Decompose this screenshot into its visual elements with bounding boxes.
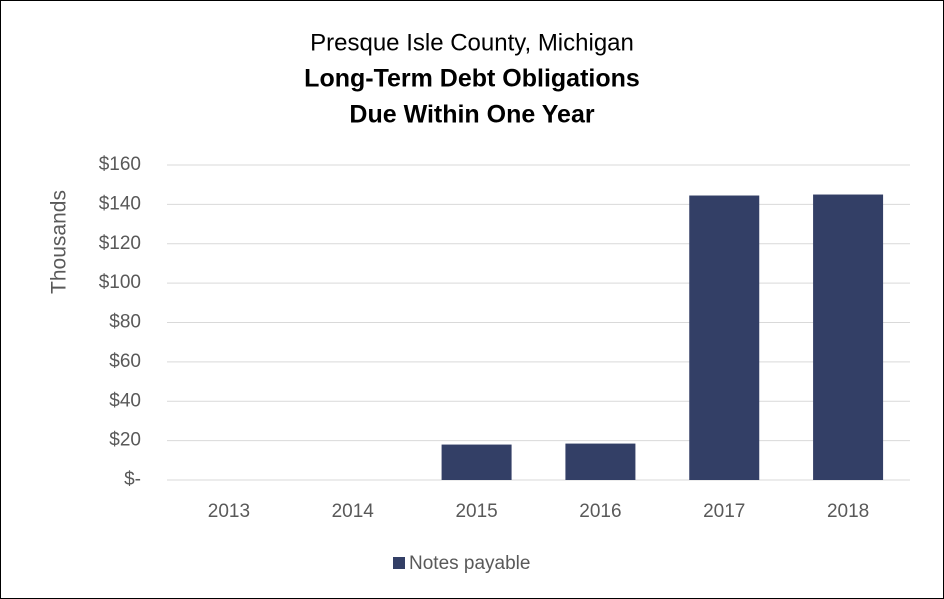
y-tick-label: $140 bbox=[99, 193, 141, 214]
x-tick-label: 2018 bbox=[827, 501, 869, 522]
y-tick-label: $60 bbox=[109, 351, 141, 372]
x-tick-label: 2017 bbox=[703, 501, 745, 522]
x-tick-label: 2016 bbox=[579, 501, 621, 522]
chart-title: Long-Term Debt Obligations bbox=[304, 65, 640, 93]
legend-label: Notes payable bbox=[409, 553, 530, 574]
legend-swatch bbox=[393, 557, 405, 569]
y-tick-label: $120 bbox=[99, 233, 141, 254]
y-axis-label: Thousands bbox=[48, 190, 71, 294]
bar bbox=[813, 194, 884, 480]
y-tick-label: $80 bbox=[109, 312, 141, 333]
y-tick-label: $20 bbox=[109, 430, 141, 451]
y-tick-label: $- bbox=[124, 469, 141, 490]
y-tick-label: $160 bbox=[99, 154, 141, 175]
y-tick-label: $40 bbox=[109, 390, 141, 411]
chart-title: Due Within One Year bbox=[349, 101, 594, 129]
bar bbox=[565, 443, 636, 480]
chart-subtitle: Presque Isle County, Michigan bbox=[310, 29, 634, 56]
x-tick-label: 2014 bbox=[332, 501, 375, 522]
x-tick-label: 2013 bbox=[208, 501, 250, 522]
bar bbox=[441, 444, 512, 480]
y-tick-label: $100 bbox=[99, 272, 141, 293]
x-tick-label: 2015 bbox=[455, 501, 497, 522]
bar bbox=[689, 195, 760, 480]
